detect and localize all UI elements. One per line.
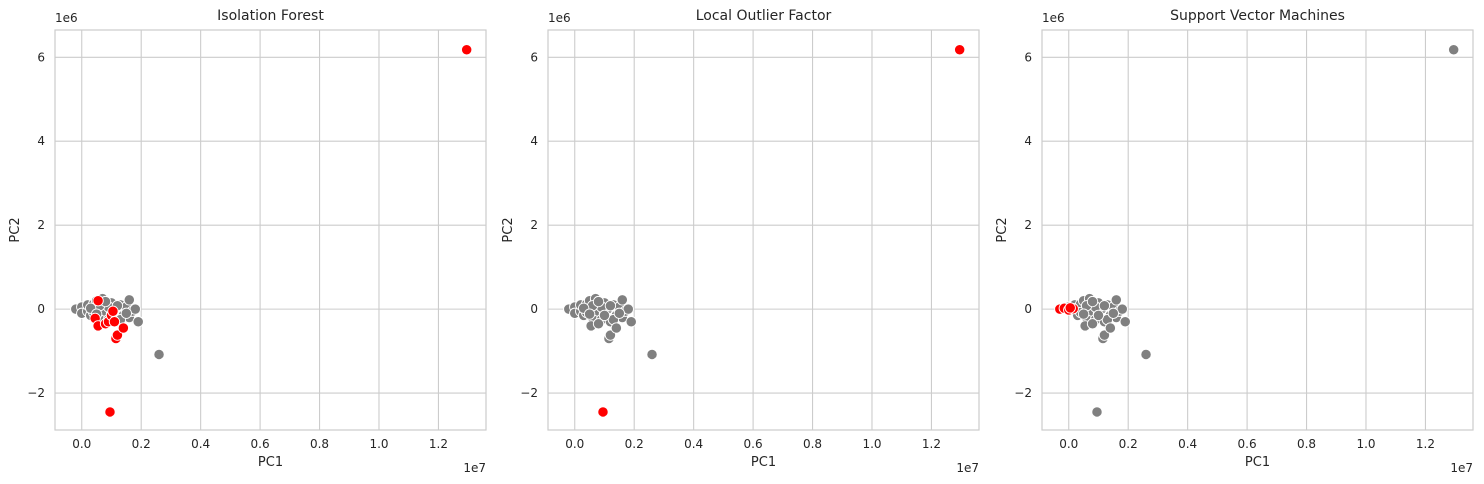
y-tick-label: 4 [1024, 134, 1032, 148]
data-point [613, 307, 625, 319]
x-tick-label: 0.8 [1297, 437, 1316, 451]
y-axis-label: PC2 [8, 217, 23, 242]
y-tick-label: 2 [37, 218, 45, 232]
data-point [1098, 300, 1111, 312]
x-tick-label: 1.2 [922, 437, 941, 451]
x-tick-label: 1.2 [429, 437, 448, 451]
data-point [1119, 316, 1131, 328]
x-tick-label: 0.2 [132, 437, 151, 451]
chart-panel-1: 0.0 0.2 0.4 0.6 0.8 1.0 1.2 −2 0 2 4 6 1e6 1e7 PC1 PC2 I… [8, 8, 487, 475]
y-axis-label: PC2 [995, 217, 1010, 242]
data-point [604, 300, 617, 312]
x-tick-label: 0.4 [1178, 437, 1197, 451]
y-tick-label: 4 [37, 134, 45, 148]
data-point [107, 305, 119, 317]
data-point [1086, 295, 1099, 308]
chart-title: Local Outlier Factor [696, 8, 832, 24]
data-point [610, 322, 623, 334]
x-tick-label: 0.0 [565, 437, 584, 451]
data-point [597, 406, 609, 418]
y-tick-label: −2 [1014, 386, 1032, 400]
data-point [1140, 348, 1152, 361]
data-point [592, 295, 605, 308]
data-point [616, 294, 628, 306]
series-1 [70, 292, 165, 361]
data-point [1077, 308, 1090, 320]
data-point [625, 316, 637, 328]
data-point [1086, 318, 1099, 330]
series-2 [89, 44, 473, 418]
x-axis-label: PC1 [1245, 455, 1270, 470]
y-tick-label: −2 [27, 386, 45, 400]
chart-title: Isolation Forest [217, 8, 324, 24]
y-tick-label: 2 [530, 218, 538, 232]
y-tick-label: −2 [520, 386, 538, 400]
x-tick-label: 0.0 [72, 437, 91, 451]
y-tick-label: 0 [530, 302, 538, 316]
data-point [132, 316, 144, 328]
data-point [592, 318, 605, 330]
x-tick-label: 1.0 [1356, 437, 1375, 451]
data-point [583, 308, 596, 320]
x-offset-label: 1e7 [956, 461, 979, 475]
chart-panel-2: 0.0 0.2 0.4 0.6 0.8 1.0 1.2 −2 0 2 4 6 1e6 1e7 PC1 PC2 L… [501, 8, 980, 475]
chart-panel-3: 0.0 0.2 0.4 0.6 0.8 1.0 1.2 −2 0 2 4 6 1e6 1e7 PC1 PC2 S… [995, 8, 1474, 475]
x-tick-label: 0.2 [625, 437, 644, 451]
y-tick-label: 6 [1024, 50, 1032, 64]
data-point [120, 307, 132, 319]
data-point [1110, 294, 1122, 306]
x-tick-label: 1.2 [1416, 437, 1435, 451]
plot-frame [1041, 29, 1474, 431]
data-point [117, 322, 130, 334]
data-point [954, 44, 966, 56]
x-axis-label: PC1 [258, 455, 283, 470]
y-tick-label: 4 [530, 134, 538, 148]
x-tick-label: 0.2 [1119, 437, 1138, 451]
y-offset-label: 1e6 [55, 11, 78, 25]
data-point [1104, 322, 1117, 334]
data-point [92, 295, 104, 307]
y-tick-label: 0 [1024, 302, 1032, 316]
chart-title: Support Vector Machines [1170, 8, 1345, 24]
y-tick-label: 6 [530, 50, 538, 64]
y-tick-label: 6 [37, 50, 45, 64]
x-tick-label: 0.4 [684, 437, 703, 451]
x-tick-label: 1.0 [862, 437, 881, 451]
data-point [1064, 302, 1076, 314]
x-axis-label: PC1 [751, 455, 776, 470]
series-2 [597, 44, 966, 418]
series-2 [1054, 302, 1079, 316]
x-tick-label: 0.6 [1238, 437, 1257, 451]
data-point [461, 44, 473, 56]
data-point [1448, 44, 1460, 56]
x-tick-label: 1.0 [369, 437, 388, 451]
y-offset-label: 1e6 [1042, 11, 1065, 25]
data-point [108, 316, 121, 328]
data-point [153, 348, 165, 361]
x-offset-label: 1e7 [1450, 461, 1473, 475]
x-tick-label: 0.4 [191, 437, 210, 451]
data-point [123, 294, 135, 306]
series-1 [1063, 44, 1460, 418]
y-offset-label: 1e6 [548, 11, 571, 25]
x-tick-label: 0.6 [251, 437, 270, 451]
x-tick-label: 0.8 [803, 437, 822, 451]
plot-frame [547, 29, 980, 431]
y-tick-label: 2 [1024, 218, 1032, 232]
series-1 [563, 292, 658, 361]
x-tick-label: 0.6 [744, 437, 763, 451]
data-point [598, 309, 611, 322]
y-axis-label: PC2 [501, 217, 516, 242]
x-tick-label: 0.8 [310, 437, 329, 451]
y-tick-label: 0 [37, 302, 45, 316]
x-offset-label: 1e7 [463, 461, 486, 475]
x-tick-label: 0.0 [1059, 437, 1078, 451]
data-point [1092, 309, 1105, 322]
data-point [646, 348, 658, 361]
data-point [1091, 406, 1103, 418]
plot-frame [54, 29, 487, 431]
data-point [1107, 307, 1119, 319]
data-point [104, 406, 116, 418]
